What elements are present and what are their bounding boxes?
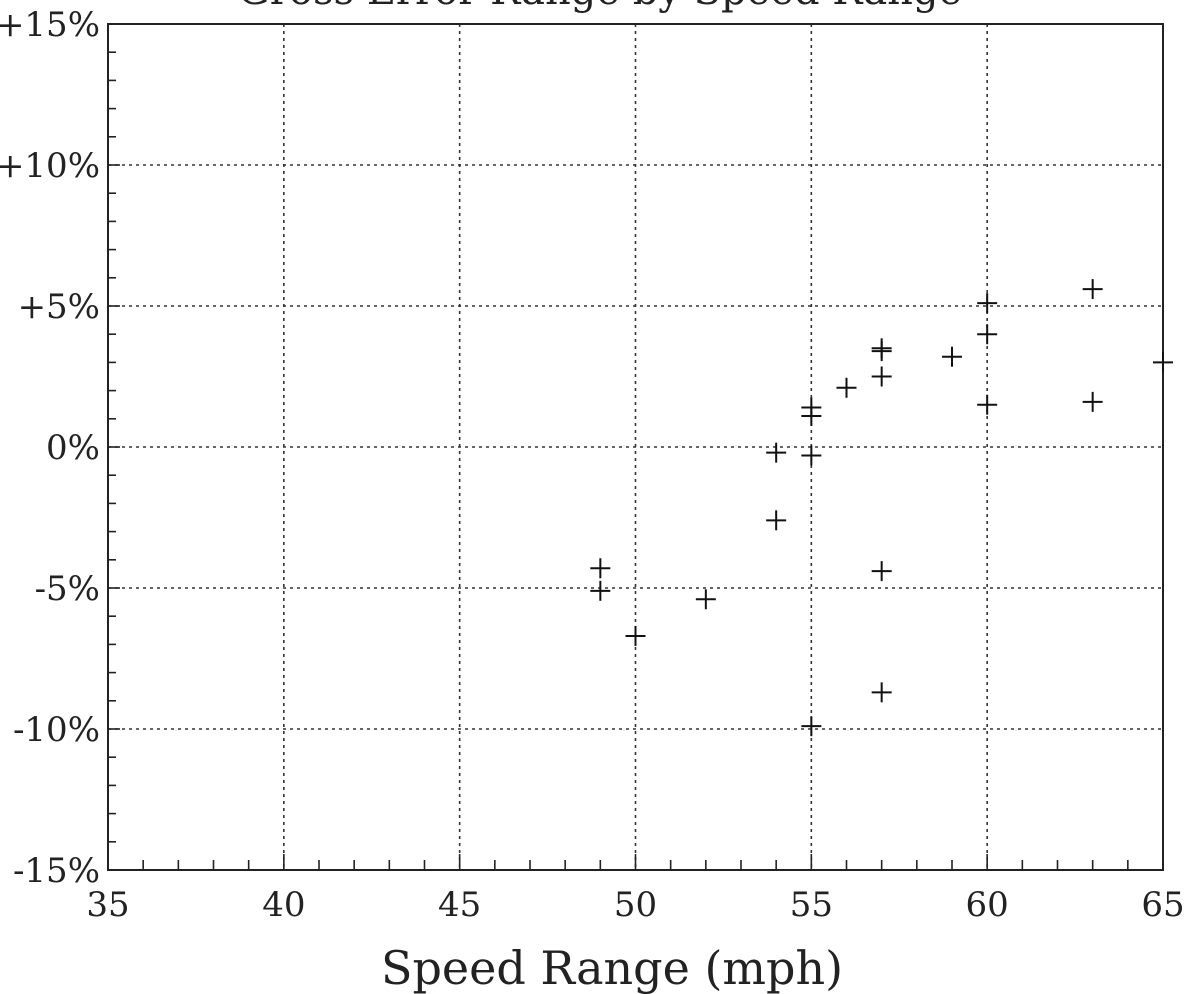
y-tick-label: +10% bbox=[0, 146, 100, 186]
data-point bbox=[836, 377, 857, 398]
data-point bbox=[871, 366, 892, 387]
x-tick-label: 65 bbox=[1141, 885, 1184, 925]
data-point bbox=[590, 558, 611, 579]
data-point bbox=[801, 405, 822, 426]
data-point bbox=[766, 442, 787, 463]
data-point bbox=[590, 580, 611, 601]
y-tick-label: +5% bbox=[18, 287, 100, 327]
x-tick-label: 55 bbox=[790, 885, 833, 925]
axes bbox=[107, 23, 1164, 871]
y-tick-label: 0% bbox=[46, 428, 100, 468]
data-points bbox=[590, 279, 1173, 737]
data-point bbox=[1082, 391, 1103, 412]
data-point bbox=[766, 510, 787, 531]
data-point bbox=[801, 716, 822, 737]
x-tick-label: 50 bbox=[614, 885, 657, 925]
data-point bbox=[625, 625, 646, 646]
x-tick-label: 45 bbox=[438, 885, 481, 925]
data-point bbox=[871, 561, 892, 582]
y-tick-label: -15% bbox=[13, 851, 100, 891]
data-point bbox=[977, 293, 998, 314]
grid bbox=[108, 24, 1163, 870]
data-point bbox=[871, 341, 892, 362]
y-tick-label: -5% bbox=[35, 569, 100, 609]
y-tick-label: -10% bbox=[13, 710, 100, 750]
x-tick-label: 60 bbox=[966, 885, 1009, 925]
data-point bbox=[801, 445, 822, 466]
data-point bbox=[977, 394, 998, 415]
data-point bbox=[942, 346, 962, 367]
data-point bbox=[871, 682, 892, 703]
data-point bbox=[1082, 279, 1103, 300]
x-axis-label: Speed Range (mph) bbox=[381, 941, 843, 994]
data-point bbox=[1153, 352, 1173, 373]
x-tick-label: 40 bbox=[262, 885, 305, 925]
data-point bbox=[977, 324, 998, 345]
chart-title: Gross Error Range by Speed Range bbox=[238, 0, 962, 14]
tick-labels: 35 40 45 50 55 60 65 +15% +10% +5% 0% -5% -10% -15% bbox=[0, 5, 1185, 925]
y-tick-label: +15% bbox=[0, 5, 100, 45]
x-tick-label: 35 bbox=[86, 885, 129, 925]
data-point bbox=[695, 589, 716, 610]
